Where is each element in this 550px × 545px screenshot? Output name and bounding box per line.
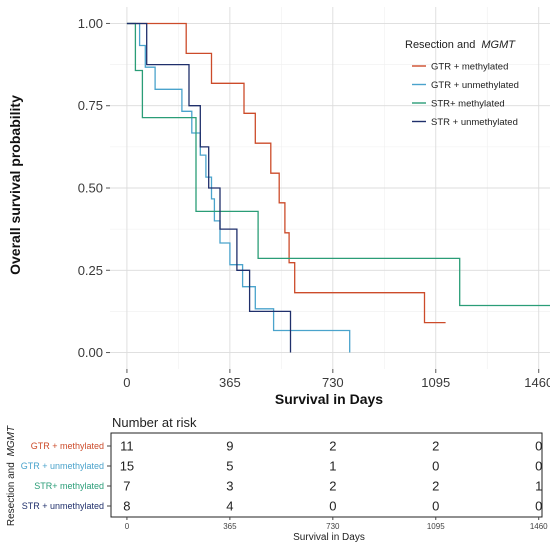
risk-cell: 2 [432,439,439,454]
risk-cell: 0 [432,499,439,514]
legend-title-prefix: Resection and [405,39,475,51]
risk-x-tick-label: 1095 [427,522,445,531]
legend-label: GTR + unmethylated [431,80,519,91]
x-axis-title: Survival in Days [275,391,383,407]
risk-table-y-title: Resection and MGMT [6,425,17,526]
km-curve-gtr-methylated [126,22,446,324]
legend-title-emphasis: MGMT [481,39,516,51]
risk-cell: 4 [226,499,233,514]
y-axis-ticks: 0.00 0.25 0.50 0.75 1.00 [78,16,110,360]
risk-cell: 9 [226,439,233,454]
legend-label: GTR + methylated [431,62,508,73]
risk-cell: 11 [120,439,134,454]
risk-table-x-title: Survival in Days [293,532,365,543]
risk-table-y-title-prefix: Resection and [6,462,17,526]
risk-cell: 3 [226,479,233,494]
y-axis-title: Overall survival probability [7,95,23,275]
legend-items: GTR + methylated GTR + unmethylated STR+ m… [412,62,519,128]
risk-row-label: GTR + unmethylated [21,461,104,471]
km-curve-str-unmethylated [126,22,292,353]
risk-table-y-title-emphasis: MGMT [6,425,17,456]
risk-table-title: Number at risk [112,415,197,430]
risk-table: Number at risk GTR + methylated 11 9 2 2 0GTR… [6,415,548,543]
legend-label: STR+ methylated [431,99,505,110]
risk-x-tick-label: 365 [223,522,237,531]
risk-table-frame [110,432,543,518]
risk-cell: 8 [123,499,130,514]
risk-cell: 0 [535,439,542,454]
risk-cell: 2 [432,479,439,494]
risk-cell: 7 [123,479,130,494]
km-curve-str-methylated [126,22,550,307]
risk-cell: 0 [535,459,542,474]
y-tick-label: 0.25 [78,263,103,278]
x-tick-label: 1460 [524,375,550,390]
risk-cell: 2 [329,479,336,494]
risk-row-label: GTR + methylated [31,441,104,451]
risk-cell: 2 [329,439,336,454]
km-plot: 0 365 730 1095 1460 0.00 0.25 0.50 0.75 1.00 Sur… [7,7,550,407]
risk-x-tick-label: 1460 [530,522,548,531]
x-tick-label: 1095 [421,375,450,390]
legend-title: Resection and MGMT [405,39,516,51]
survival-curves [126,22,550,353]
risk-cell: 0 [329,499,336,514]
risk-cell: 5 [226,459,233,474]
km-curve-gtr-unmethylated [126,22,351,353]
x-tick-label: 0 [123,375,130,390]
risk-table-x-ticks: 0 365 730 1095 1460 [125,517,548,531]
risk-row-label: STR + unmethylated [22,501,104,511]
risk-cell: 0 [432,459,439,474]
risk-x-tick-label: 730 [326,522,340,531]
x-tick-label: 365 [219,375,241,390]
risk-row-label: STR+ methylated [34,481,104,491]
risk-cell: 1 [535,479,542,494]
risk-cell: 1 [329,459,336,474]
y-tick-label: 0.00 [78,345,103,360]
y-tick-label: 1.00 [78,16,103,31]
y-tick-label: 0.75 [78,98,103,113]
risk-cell: 15 [120,459,134,474]
risk-x-tick-label: 0 [125,522,130,531]
x-tick-label: 730 [322,375,344,390]
y-tick-label: 0.50 [78,181,103,196]
legend-label: STR + unmethylated [431,117,518,128]
x-axis-ticks: 0 365 730 1095 1460 [123,369,550,390]
risk-cell: 0 [535,499,542,514]
